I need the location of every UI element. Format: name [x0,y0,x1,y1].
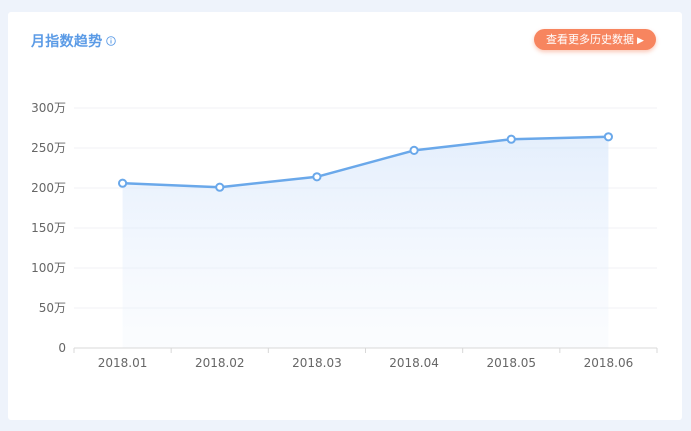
y-tick-label: 0 [58,341,66,355]
play-triangle-icon: ▶ [637,36,644,46]
y-tick-label: 50万 [39,301,66,315]
x-tick-label: 2018.05 [486,356,536,370]
x-tick-label: 2018.03 [292,356,342,370]
data-point [215,182,225,192]
x-tick-label: 2018.02 [195,356,245,370]
chart-title: 月指数趋势 [31,34,103,50]
view-history-label: 查看更多历史数据 [546,33,635,46]
x-tick-label: 2018.04 [389,356,439,370]
y-tick-label: 150万 [31,221,66,235]
data-point [506,134,516,144]
y-tick-label: 200万 [31,181,66,195]
y-tick-label: 250万 [31,141,66,155]
chart-header: 月指数趋势 [31,31,116,51]
x-tick-label: 2018.06 [584,356,634,370]
x-tick-label: 2018.01 [98,356,148,370]
y-tick-label: 300万 [31,101,66,115]
data-point [312,172,322,182]
series-line [121,135,610,189]
data-point [117,178,128,188]
data-point [603,132,614,142]
data-point [409,145,419,155]
series-area [122,136,609,348]
view-history-button[interactable]: 查看更多历史数据 ▶ [534,29,656,50]
y-tick-label: 100万 [31,261,66,275]
info-icon[interactable] [105,36,116,46]
